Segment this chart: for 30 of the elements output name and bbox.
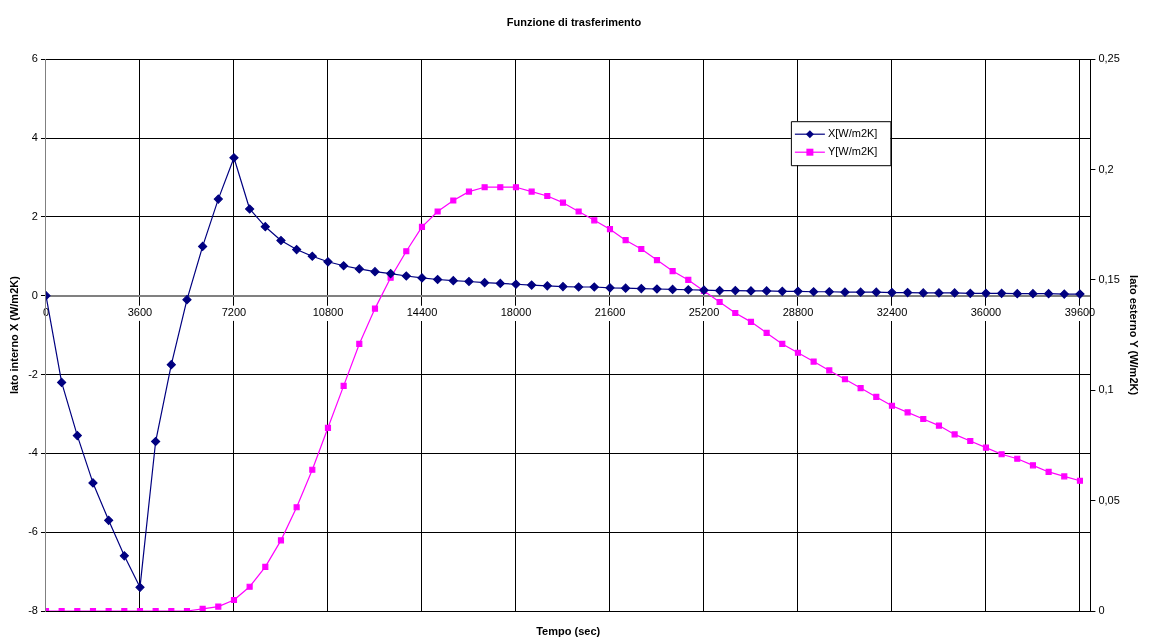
x-tick-label: 10800 xyxy=(312,306,344,319)
y2-axis-title: lato esterno Y (W/m2K) xyxy=(1128,275,1141,396)
y2-tick-label: 0,05 xyxy=(1098,493,1120,506)
y-tick-label: -4 xyxy=(28,446,38,459)
x-tick-label: 32400 xyxy=(876,306,908,319)
x-tick-label: 7200 xyxy=(221,306,247,319)
y2-tick-label: 0,25 xyxy=(1098,52,1120,65)
x-tick-label: 25200 xyxy=(688,306,720,319)
y-tick-label: 6 xyxy=(31,52,38,65)
y2-tick-label: 0 xyxy=(1098,604,1105,617)
legend-label: Y[W/m2K] xyxy=(827,145,878,158)
y2-tick-label: 0,15 xyxy=(1098,272,1120,285)
x-axis-title: Tempo (sec) xyxy=(536,625,601,638)
y2-tick-label: 0,1 xyxy=(1098,383,1114,396)
x-tick-label: 18000 xyxy=(500,306,532,319)
y2-tick-label: 0,2 xyxy=(1098,162,1114,175)
y-tick-label: 0 xyxy=(31,288,38,301)
x-tick-label: 14400 xyxy=(406,306,438,319)
y-tick-label: -2 xyxy=(28,367,38,380)
x-tick-label: 21600 xyxy=(594,306,626,319)
x-tick-label: 3600 xyxy=(127,306,153,319)
y-tick-label: -6 xyxy=(28,525,38,538)
x-tick-label: 28800 xyxy=(782,306,814,319)
y-tick-label: 4 xyxy=(31,131,38,144)
legend-label: X[W/m2K] xyxy=(827,127,878,140)
y-axis-title: lato interno X (W/m2K) xyxy=(7,275,20,395)
y-tick-label: -8 xyxy=(28,604,38,617)
chart-title: Funzione di trasferimento xyxy=(506,15,642,28)
x-tick-label: 36000 xyxy=(970,306,1002,319)
y-tick-label: 2 xyxy=(31,209,38,222)
